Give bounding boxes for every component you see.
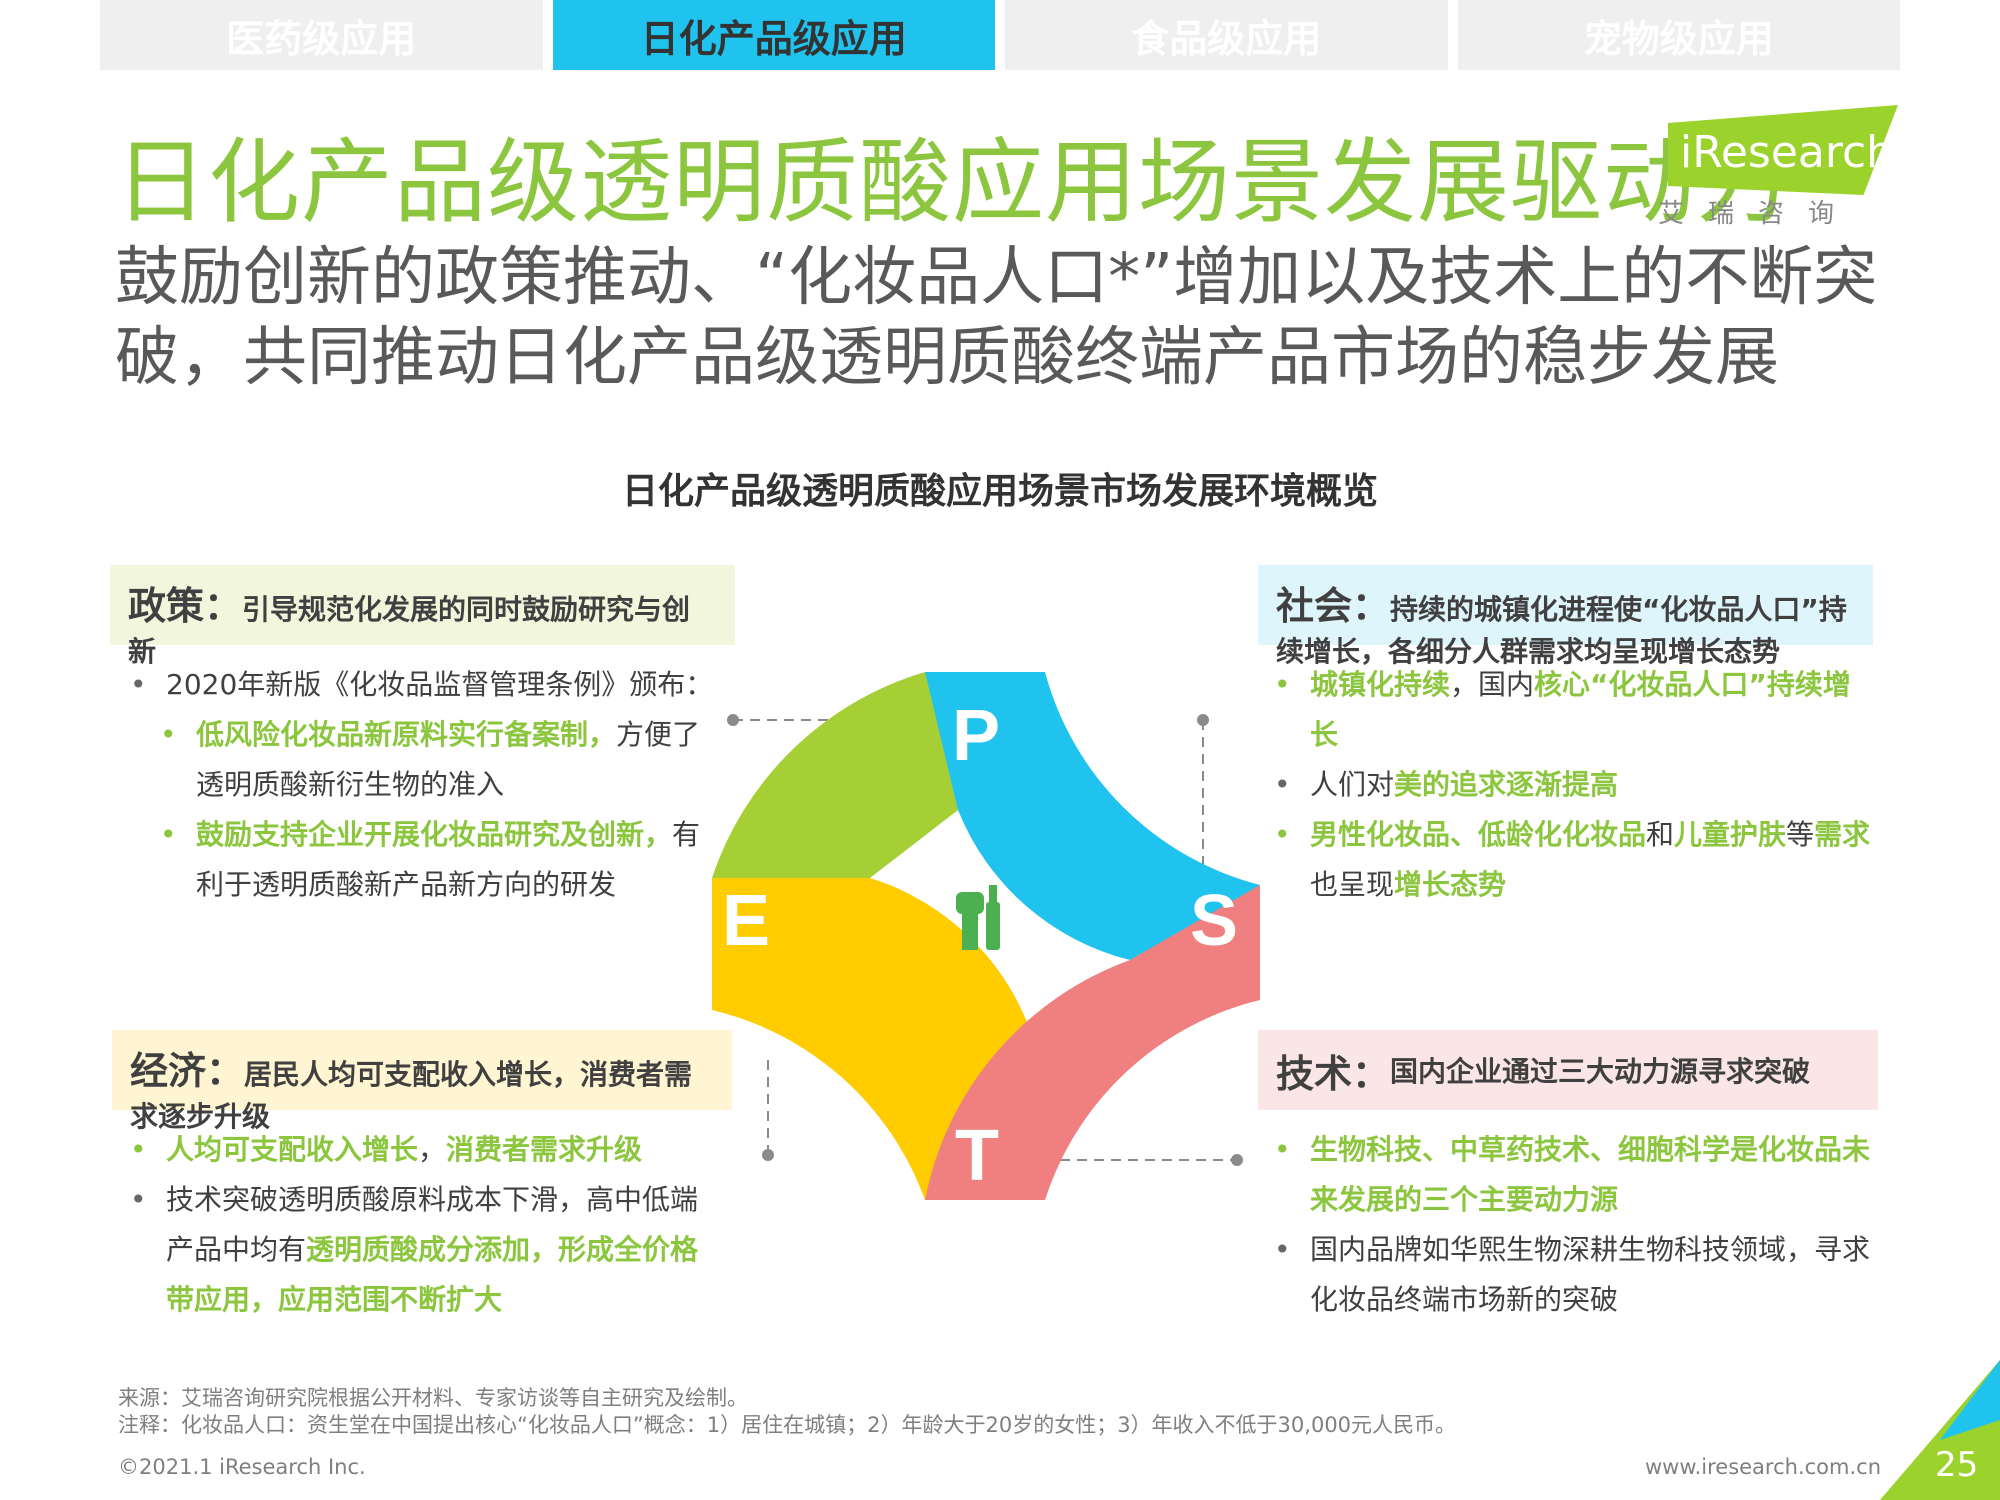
body-text: 人们对 xyxy=(1310,768,1395,801)
economy-heading: 经济： xyxy=(130,1049,245,1093)
note-line: 注释：化妆品人口：资生堂在中国提出核心“化妆品人口”概念：1）居住在城镇；2）年… xyxy=(118,1413,1457,1437)
iresearch-logo: iResearch 艾瑞咨询 xyxy=(1650,105,1900,235)
tab-daily-chemical[interactable]: 日化产品级应用 xyxy=(552,0,995,70)
policy-description: 引导规范化发展的同时鼓励研究与创新 xyxy=(128,593,691,668)
list-item: 2020年新版《化妆品监督管理条例》颁布： xyxy=(128,660,718,710)
logo-chinese: 艾瑞咨询 xyxy=(1658,199,1859,229)
highlight-text: 需求 xyxy=(1814,818,1871,851)
list-item: 低风险化妆品新原料实行备案制，方便了透明质酸新衍生物的准入 xyxy=(158,710,718,810)
highlight-text: 人均可支配收入增长 xyxy=(166,1133,419,1166)
body-text: 和 xyxy=(1646,818,1675,851)
body-text: 也呈现 xyxy=(1310,868,1395,901)
page-subtitle: 鼓励创新的政策推动、“化妆品人口*”增加以及技术上的不断突破，共同推动日化产品级… xyxy=(115,241,1878,395)
source-line: 来源：艾瑞咨询研究院根据公开材料、专家访谈等自主研究及绘制。 xyxy=(118,1386,748,1410)
logo-text: iResearch xyxy=(1680,127,1895,178)
highlight-text: 儿童护肤 xyxy=(1674,818,1787,851)
letter-e: E xyxy=(722,881,770,961)
list-item: 人们对美的追求逐渐提高 xyxy=(1272,760,1872,810)
policy-header: 政策：引导规范化发展的同时鼓励研究与创新 xyxy=(110,565,735,668)
tech-heading: 技术： xyxy=(1276,1051,1391,1096)
body-text: ，国内 xyxy=(1450,668,1535,701)
highlight-text: 透明质酸成分添加，形成全价格带应用，应用范围不断扩大 xyxy=(166,1233,699,1316)
society-pink-petal xyxy=(925,885,1260,1200)
diagram-title: 日化产品级透明质酸应用场景市场发展环境概览 xyxy=(621,471,1378,512)
corner-decoration xyxy=(1880,1360,2000,1500)
pest-diagram: P E S T xyxy=(712,672,1260,1200)
body-text: 方便了透明质酸新衍生物的准入 xyxy=(196,718,701,801)
highlight-text: 低风险化妆品新原料实行备案制， xyxy=(196,718,617,751)
body-text: 等 xyxy=(1786,818,1815,851)
list-item: 技术突破透明质酸原料成本下滑，高中低端产品中均有透明质酸成分添加，形成全价格带应… xyxy=(128,1175,718,1325)
highlight-text: 增长态势 xyxy=(1394,868,1507,901)
economy-list: 人均可支配收入增长，消费者需求升级 技术突破透明质酸原料成本下滑，高中低端产品中… xyxy=(128,1125,718,1325)
highlight-text: 城镇化持续 xyxy=(1310,668,1451,701)
tab-pet[interactable]: 宠物级应用 xyxy=(1457,0,1900,70)
connector-dot xyxy=(727,714,739,726)
highlight-text: 鼓励支持企业开展化妆品研究及创新， xyxy=(196,818,673,851)
section-tabs: 医药级应用 日化产品级应用 食品级应用 宠物级应用 xyxy=(100,0,1900,70)
list-item: 鼓励支持企业开展化妆品研究及创新，有利于透明质酸新产品新方向的研发 xyxy=(158,810,718,910)
policy-heading: 政策： xyxy=(128,584,243,628)
list-item: 生物科技、中草药技术、细胞科学是化妆品未来发展的三个主要动力源 xyxy=(1272,1125,1872,1225)
connector-dot xyxy=(1231,1154,1243,1166)
body-text: ， xyxy=(418,1133,447,1166)
society-list: 城镇化持续，国内核心“化妆品人口”持续增长 人们对美的追求逐渐提高 男性化妆品、… xyxy=(1272,660,1872,910)
list-item: 男性化妆品、低龄化化妆品和儿童护肤等需求也呈现增长态势 xyxy=(1272,810,1872,910)
source-notes: 来源：艾瑞咨询研究院根据公开材料、专家访谈等自主研究及绘制。 注释：化妆品人口：… xyxy=(118,1385,1456,1439)
highlight-text: 核心“化妆品人口”持续增长 xyxy=(1310,668,1851,751)
society-header: 社会：持续的城镇化进程使“化妆品人口”持续增长，各细分人群需求均呈现增长态势 xyxy=(1258,565,1873,668)
body-text: 技术突破透明质酸原料成本下滑，高中低端产品中均有 xyxy=(166,1183,699,1266)
highlight-text: 消费者需求升级 xyxy=(446,1133,643,1166)
economy-header: 经济：居民人均可支配收入增长，消费者需求逐步升级 xyxy=(112,1030,732,1133)
list-item: 国内品牌如华熙生物深耕生物科技领域，寻求化妆品终端市场新的突破 xyxy=(1272,1225,1872,1325)
letter-t: T xyxy=(955,1116,999,1196)
letter-p: P xyxy=(952,696,1000,776)
policy-list: 2020年新版《化妆品监督管理条例》颁布： 低风险化妆品新原料实行备案制，方便了… xyxy=(128,660,718,910)
highlight-text: 生物科技、中草药技术、细胞科学是化妆品未来发展的三个主要动力源 xyxy=(1310,1133,1871,1216)
list-item: 城镇化持续，国内核心“化妆品人口”持续增长 xyxy=(1272,660,1872,760)
cosmetics-bottle-icon xyxy=(956,885,1000,950)
tech-list: 生物科技、中草药技术、细胞科学是化妆品未来发展的三个主要动力源 国内品牌如华熙生… xyxy=(1272,1125,1872,1325)
body-text: 国内品牌如华熙生物深耕生物科技领域，寻求化妆品终端市场新的突破 xyxy=(1310,1233,1871,1316)
list-item: 人均可支配收入增长，消费者需求升级 xyxy=(128,1125,718,1175)
highlight-text: 美的追求逐渐提高 xyxy=(1394,768,1619,801)
policy-bullet-1: 2020年新版《化妆品监督管理条例》颁布： xyxy=(166,668,714,701)
connector-dot xyxy=(762,1149,774,1161)
page-title: 日化产品级透明质酸应用场景发展驱动力 xyxy=(115,129,1790,236)
tab-food[interactable]: 食品级应用 xyxy=(1005,0,1448,70)
letter-s: S xyxy=(1190,881,1238,961)
policy-cyan-petal xyxy=(925,672,1260,960)
society-heading: 社会： xyxy=(1276,584,1391,628)
policy-green-petal xyxy=(712,672,1000,878)
copyright: ©2021.1 iResearch Inc. xyxy=(118,1455,366,1479)
economy-description: 居民人均可支配收入增长，消费者需求逐步升级 xyxy=(130,1058,693,1133)
connector-dot xyxy=(1197,714,1209,726)
tab-medical[interactable]: 医药级应用 xyxy=(100,0,543,70)
logo-flag-shape xyxy=(1668,105,1898,195)
page-number: 25 xyxy=(1935,1445,1979,1485)
highlight-text: 男性化妆品、低龄化化妆品 xyxy=(1310,818,1647,851)
website-link[interactable]: www.iresearch.com.cn xyxy=(1645,1455,1882,1479)
tech-header: 技术： 国内企业通过三大动力源寻求突破 xyxy=(1258,1030,1878,1110)
tech-description: 国内企业通过三大动力源寻求突破 xyxy=(1390,1055,1811,1088)
body-text: 有利于透明质酸新产品新方向的研发 xyxy=(196,818,701,901)
